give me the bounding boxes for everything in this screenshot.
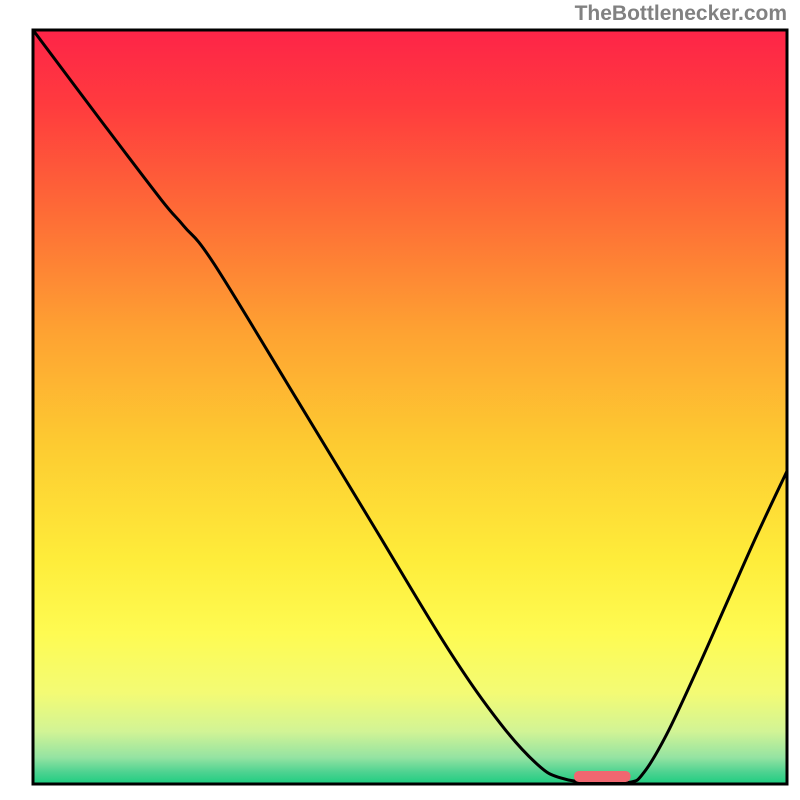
optimal-marker (574, 771, 631, 782)
gradient-background (33, 30, 787, 784)
chart-container: TheBottlenecker.com (0, 0, 800, 800)
chart-svg: TheBottlenecker.com (0, 0, 800, 800)
attribution-text: TheBottlenecker.com (575, 2, 787, 25)
